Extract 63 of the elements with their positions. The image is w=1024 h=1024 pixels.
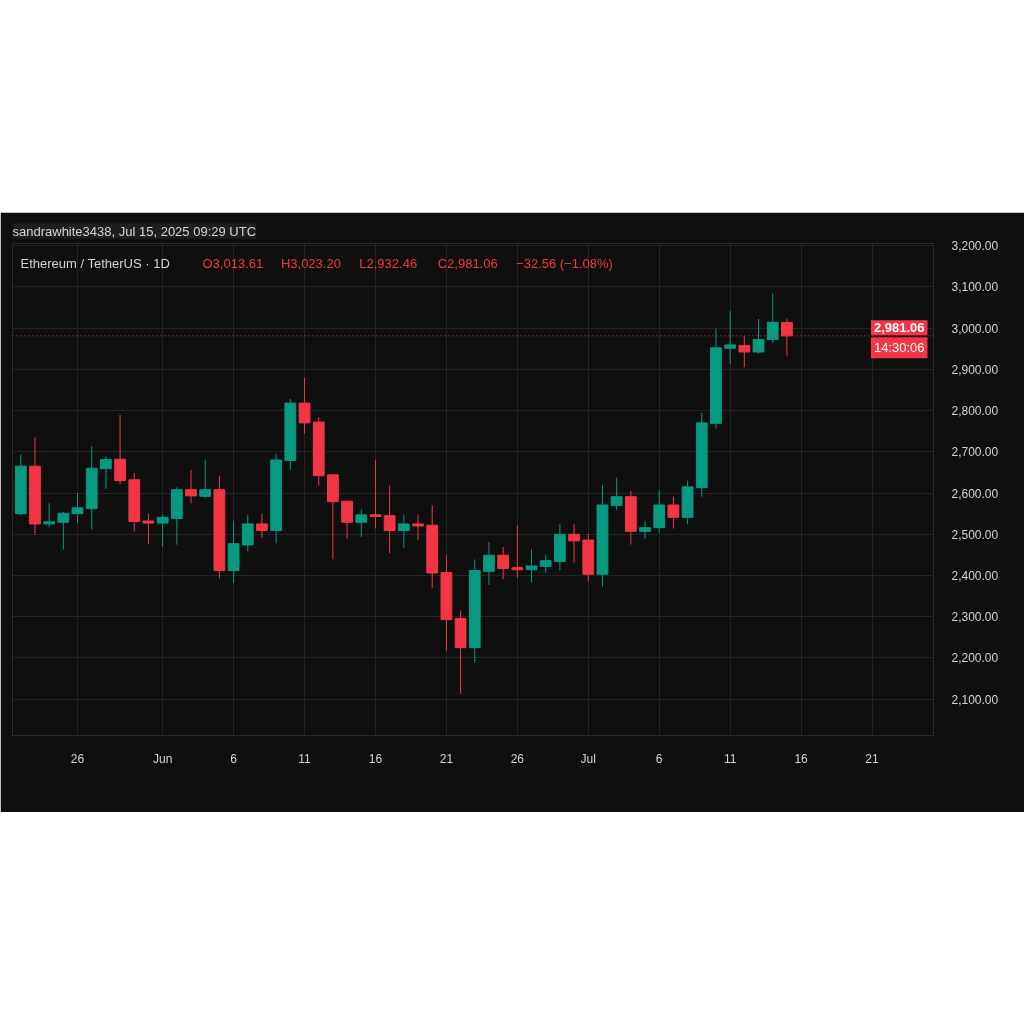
candlestick xyxy=(369,459,382,529)
y-tick-label: 2,600.00 xyxy=(951,486,999,501)
x-tick-label: 6 xyxy=(655,751,663,766)
candlestick xyxy=(724,310,737,365)
x-tick-label: Jun xyxy=(152,751,173,766)
candlestick xyxy=(199,459,212,500)
candlestick xyxy=(412,513,424,541)
candlestick xyxy=(766,292,779,344)
candlestick xyxy=(43,502,56,528)
y-tick-label: 3,200.00 xyxy=(951,239,999,254)
candlestick xyxy=(397,513,410,549)
y-tick-label: 2,800.00 xyxy=(951,404,999,419)
y-tick-label: 2,500.00 xyxy=(951,527,999,542)
candlestick xyxy=(57,511,70,551)
candlestick xyxy=(142,513,155,545)
x-tick-label: 26 xyxy=(510,751,525,766)
annotation: C2,981.06 xyxy=(437,256,498,271)
y-tick-label: 2,700.00 xyxy=(951,445,999,460)
y-tick-label: 2,400.00 xyxy=(951,568,999,583)
x-tick-label: Jul xyxy=(580,751,596,766)
y-tick-label: 2,200.00 xyxy=(951,651,999,666)
candlestick xyxy=(497,546,510,580)
annotation: L2,932.46 xyxy=(359,256,418,271)
ref-line-label: 2,981.06 xyxy=(873,320,925,336)
candlestick xyxy=(355,509,368,538)
candlestick xyxy=(752,318,765,355)
x-tick-label: 21 xyxy=(865,751,880,766)
candlestick xyxy=(667,496,680,529)
candlestick xyxy=(525,549,538,583)
text: Ethereum / TetherUS · 1D xyxy=(20,256,170,271)
y-tick-label: 3,100.00 xyxy=(951,280,999,295)
candlestick xyxy=(341,500,353,540)
x-tick-label: 16 xyxy=(794,751,809,766)
x-tick-label: 26 xyxy=(70,751,85,766)
x-tick-label: 6 xyxy=(230,751,238,766)
candlestick xyxy=(71,492,84,524)
candlestick xyxy=(100,455,112,490)
candlestick xyxy=(568,523,580,564)
annotation: −32.56 (−1.08%) xyxy=(516,256,613,271)
candlestick xyxy=(114,414,126,485)
candlestick xyxy=(241,514,254,552)
candlestick xyxy=(483,541,495,586)
candlestick xyxy=(653,490,666,534)
x-tick-label: 11 xyxy=(723,751,737,766)
candlestick xyxy=(610,477,623,511)
candlestick xyxy=(383,485,396,554)
y-tick-label: 2,300.00 xyxy=(951,610,999,625)
x-tick-label: 11 xyxy=(298,751,312,766)
y-tick-label: 2,100.00 xyxy=(951,692,999,707)
y-tick-label: 3,000.00 xyxy=(951,321,999,336)
y-tick-label: 2,900.00 xyxy=(951,362,999,377)
candlestick xyxy=(511,524,524,579)
annotation: 14:30:06 xyxy=(873,340,925,356)
candlestick xyxy=(298,377,311,435)
annotation: H3,023.20 xyxy=(280,256,341,271)
candlestick xyxy=(256,513,268,539)
annotation: O3,013.61 xyxy=(202,256,264,271)
candlestick xyxy=(156,513,169,548)
x-tick-label: 21 xyxy=(439,751,454,766)
chart-title: sandrawhite3438, Jul 15, 2025 09:29 UTC xyxy=(12,223,257,239)
candlestick xyxy=(639,520,651,540)
candlestick xyxy=(185,469,197,504)
x-tick-label: 16 xyxy=(368,751,383,766)
